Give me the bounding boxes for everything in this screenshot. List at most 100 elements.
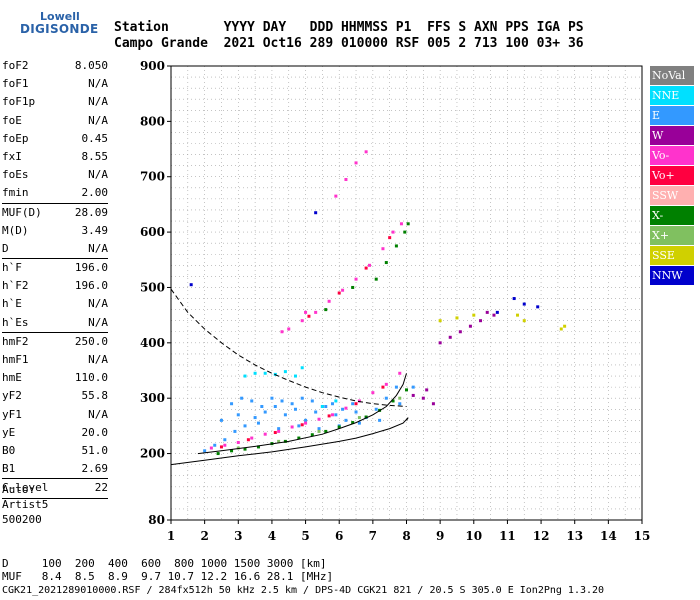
echo-point-e	[270, 396, 274, 400]
echo-point-vo-	[273, 431, 277, 435]
echo-point-vo-	[334, 194, 338, 198]
echo-point-e	[317, 427, 321, 431]
echo-point-x-	[256, 445, 260, 449]
param-row-fxi: fxI 8.55	[2, 148, 108, 166]
param-name: h`E	[2, 297, 22, 311]
echo-point-e	[314, 410, 318, 414]
profile-trace	[197, 373, 407, 455]
echo-point-e	[277, 427, 281, 431]
echo-point-x-	[351, 285, 355, 289]
y-tick-label: 300	[140, 391, 165, 405]
echo-point-e	[300, 396, 304, 400]
x-tick-label: 3	[234, 529, 242, 543]
x-tick-label: 12	[533, 529, 550, 543]
echo-point-vo-	[371, 391, 375, 395]
echo-point-vo-	[341, 288, 345, 292]
echo-point-vo-	[354, 277, 358, 281]
legend: NoVal NNE E W Vo- Vo+ SSW X- X+ SSE NNW	[650, 66, 694, 286]
param-name: M(D)	[2, 223, 29, 237]
echo-point-e	[290, 402, 294, 406]
echo-point-nnw	[189, 283, 193, 287]
param-value: 0.45	[81, 131, 109, 145]
echo-point-e	[374, 407, 378, 411]
param-row-foep: foEp 0.45	[2, 130, 108, 148]
echo-point-vo-	[337, 291, 341, 295]
echo-point-x-	[317, 429, 321, 433]
echo-point-vo-	[290, 425, 294, 429]
param-name: h`F	[2, 261, 22, 275]
echo-point-e	[344, 418, 348, 422]
echo-point-nne	[293, 374, 297, 378]
x-tick-label: 1	[167, 529, 175, 543]
x-tick-label: 6	[335, 529, 343, 543]
echo-point-e	[293, 407, 297, 411]
param-row-foes: foEs N/A	[2, 166, 108, 184]
echo-point-vo-	[364, 150, 368, 154]
auto-line3: 500200	[2, 513, 42, 526]
echo-point-w	[411, 393, 415, 397]
echo-point-vo-	[388, 236, 392, 240]
echo-point-e	[310, 399, 314, 403]
legend-item-x-: X-	[650, 206, 694, 225]
legend-item-vo-: Vo+	[650, 166, 694, 185]
param-row-h-es: h`Es N/A	[2, 314, 108, 332]
echo-point-e	[240, 396, 244, 400]
echo-point-nne	[243, 374, 247, 378]
param-row-fof1p: foF1p N/A	[2, 93, 108, 111]
muf-distance-row: D 100 200 400 600 800 1000 1500 3000 [km…	[2, 557, 327, 570]
y-tick-label: 600	[140, 225, 165, 239]
echo-point-x-	[324, 429, 328, 433]
digisonde-logo: Lowell DIGISONDE	[8, 6, 108, 46]
echo-point-x-	[297, 436, 301, 440]
param-value: N/A	[88, 113, 108, 127]
echo-point-e	[223, 438, 227, 442]
muf-table: D 100 200 400 600 800 1000 1500 3000 [km…	[2, 557, 333, 583]
param-name: foF2	[2, 59, 29, 72]
echo-point-vo-	[287, 327, 291, 331]
param-value: N/A	[88, 297, 108, 311]
autoscaling-info: Auto: Artist5 500200	[2, 482, 48, 527]
param-value: N/A	[88, 407, 108, 421]
param-value: N/A	[88, 353, 108, 366]
param-row-hmf1: hmF1 N/A	[2, 351, 108, 369]
param-row-ye: yE 20.0	[2, 424, 108, 442]
x-tick-label: 2	[200, 529, 208, 543]
legend-item-noval: NoVal	[650, 66, 694, 85]
param-separator	[2, 331, 108, 333]
param-value: 51.0	[81, 443, 109, 457]
param-row-b0: B0 51.0	[2, 442, 108, 460]
echo-point-vo-	[364, 266, 368, 270]
echo-point-e	[280, 399, 284, 403]
param-separator	[2, 258, 108, 260]
legend-item-vo-: Vo-	[650, 146, 694, 165]
echo-point-e	[263, 410, 267, 414]
param-name: foEp	[2, 131, 29, 145]
echo-point-nnw	[522, 302, 526, 306]
echo-point-nne	[263, 371, 267, 375]
echo-point-vo-	[314, 310, 318, 314]
echo-point-sse	[472, 313, 476, 317]
echo-point-vo-	[246, 438, 250, 442]
echo-point-e	[394, 385, 398, 389]
echo-point-vo-	[304, 310, 308, 314]
echo-point-e	[351, 402, 355, 406]
param-row-fmin: fmin 2.00	[2, 184, 108, 202]
param-name: fmin	[2, 186, 29, 200]
echo-point-x-	[405, 388, 408, 392]
echo-point-x-	[236, 446, 240, 450]
param-row-d: D N/A	[2, 240, 108, 258]
param-row-fof2: foF2 8.050	[2, 57, 108, 75]
legend-item-w: W	[650, 126, 694, 145]
param-row-fof1: foF1 N/A	[2, 75, 108, 93]
echo-point-sse	[438, 319, 442, 323]
echo-point-nne	[300, 366, 304, 370]
param-name: foF1p	[2, 95, 36, 109]
profile-trace-dashed	[170, 288, 407, 407]
param-row-m-d-: M(D) 3.49	[2, 222, 108, 240]
echo-point-vo-	[381, 247, 385, 251]
param-row-c-level: C-level 22	[2, 479, 108, 497]
param-value: 3.49	[81, 223, 109, 237]
param-name: fxI	[2, 149, 22, 163]
x-tick-label: 7	[369, 529, 377, 543]
y-tick-label: 80	[148, 513, 165, 527]
